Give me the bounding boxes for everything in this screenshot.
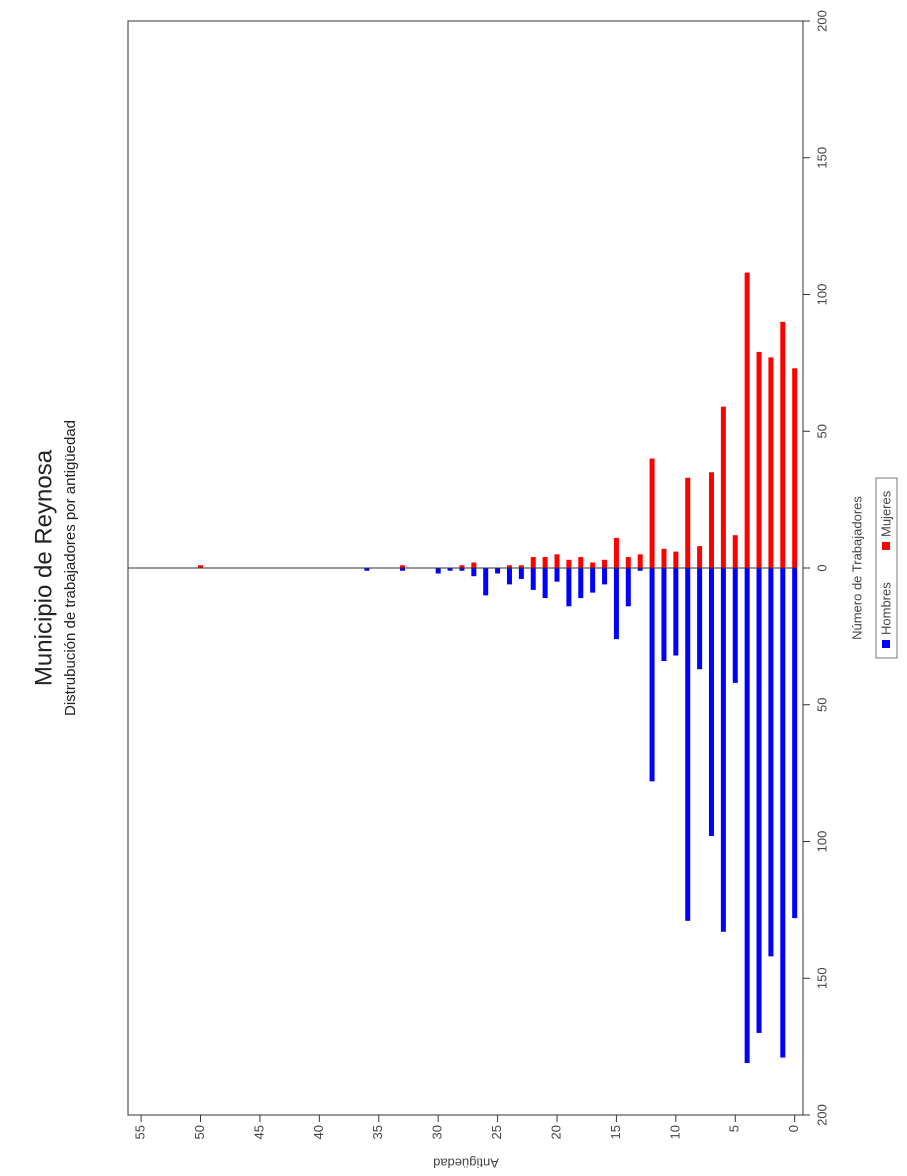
y-tick-label: 200 — [814, 1104, 829, 1126]
x-tick-label: 0 — [786, 1125, 801, 1132]
bar — [400, 567, 406, 571]
bar — [590, 562, 596, 568]
bar — [483, 567, 489, 596]
legend-box — [875, 477, 898, 659]
bar — [625, 557, 631, 568]
chart-title: Municipio de Reynosa — [30, 449, 57, 686]
bar — [768, 357, 774, 568]
bar — [792, 568, 798, 919]
bar — [661, 567, 667, 661]
bar — [364, 567, 370, 571]
x-tick-label: 40 — [311, 1125, 326, 1139]
y-tick-label: 150 — [814, 147, 829, 169]
bar — [602, 559, 608, 568]
bar — [649, 458, 655, 568]
x-tick-label: 55 — [133, 1125, 148, 1139]
x-tick-label: 10 — [667, 1125, 682, 1139]
y-tick-label: 100 — [814, 284, 829, 306]
bar — [197, 565, 203, 568]
bar — [566, 567, 572, 607]
x-tick-label: 15 — [608, 1125, 623, 1139]
bar — [542, 557, 548, 568]
bar — [780, 568, 786, 1058]
bar — [756, 567, 762, 1033]
bar — [697, 546, 703, 568]
bar — [744, 272, 750, 568]
bar — [649, 567, 655, 782]
bar — [459, 565, 465, 568]
bar — [780, 321, 786, 568]
bar — [530, 557, 536, 568]
legend-label: Mujeres — [878, 490, 893, 537]
bar — [637, 554, 643, 568]
x-tick-label: 30 — [430, 1125, 445, 1139]
x-tick-label: 50 — [192, 1125, 207, 1139]
bar — [578, 557, 584, 568]
bar — [768, 568, 774, 957]
y-tick-label: 150 — [814, 967, 829, 989]
bar — [471, 568, 477, 577]
legend-swatch — [882, 640, 890, 648]
bar — [435, 567, 441, 574]
bar — [471, 562, 477, 568]
bar — [613, 537, 619, 568]
bar — [566, 559, 572, 568]
bar — [518, 568, 524, 579]
bar — [732, 535, 738, 568]
bar — [720, 568, 726, 932]
bar — [542, 568, 548, 599]
bar — [792, 368, 798, 568]
x-tick-label: 20 — [548, 1125, 563, 1139]
bar — [697, 568, 703, 670]
bar — [744, 568, 750, 1064]
bar — [661, 548, 667, 568]
bar — [495, 567, 501, 574]
bar — [447, 567, 453, 571]
bar — [708, 472, 714, 568]
bar — [506, 567, 512, 585]
x-axis-label: Antigüedad — [433, 1156, 499, 1171]
bar — [518, 565, 524, 568]
bar — [506, 565, 512, 568]
bar — [708, 568, 714, 837]
bar — [673, 568, 679, 656]
bar — [602, 567, 608, 585]
bar — [720, 406, 726, 568]
x-tick-label: 35 — [370, 1125, 385, 1139]
y-axis-label: Número de Trabajadores — [849, 496, 864, 640]
bar — [578, 568, 584, 599]
x-tick-label: 5 — [727, 1125, 742, 1132]
x-tick-label: 45 — [251, 1125, 266, 1139]
bar — [673, 551, 679, 568]
bar — [554, 554, 560, 568]
bar — [732, 567, 738, 683]
bar — [685, 568, 691, 921]
bar — [530, 568, 536, 590]
bar — [613, 567, 619, 640]
chart-subtitle: Distrubución de trabajadores por antigüe… — [62, 420, 79, 716]
y-tick-label: 50 — [814, 698, 829, 712]
bar — [637, 567, 643, 571]
legend-swatch — [882, 542, 890, 550]
bar — [685, 477, 691, 568]
y-tick-label: 100 — [814, 831, 829, 853]
x-tick-label: 25 — [489, 1125, 504, 1139]
y-tick-label: 50 — [814, 424, 829, 438]
chart-body: Municipio de Reynosa Distrubución de tra… — [30, 10, 898, 1171]
bar — [554, 567, 560, 582]
y-tick-label: 0 — [814, 564, 829, 571]
bar — [590, 567, 596, 593]
legend-label: Hombres — [878, 582, 893, 635]
bar — [459, 567, 465, 571]
bar — [400, 565, 406, 568]
bar — [756, 351, 762, 568]
y-tick-label: 200 — [814, 10, 829, 32]
bar — [625, 567, 631, 607]
